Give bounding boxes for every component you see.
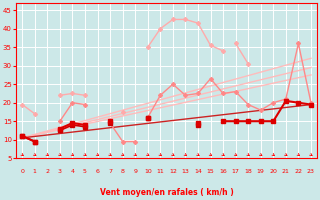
X-axis label: Vent moyen/en rafales ( km/h ): Vent moyen/en rafales ( km/h ) xyxy=(100,188,234,197)
